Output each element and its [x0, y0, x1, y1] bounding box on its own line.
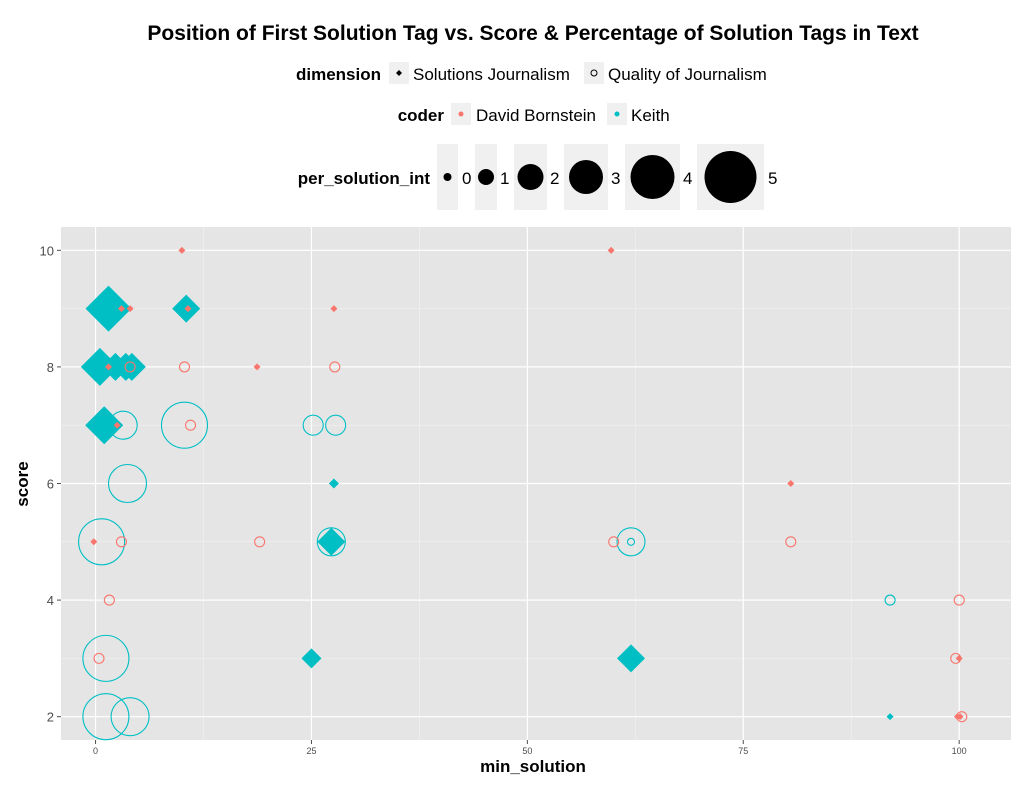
data-point-diamond: [184, 305, 192, 313]
data-point-circle: [884, 594, 896, 606]
data-point-circle: [107, 463, 148, 504]
legend-size-0-icon: [443, 173, 452, 181]
data-point-circle: [103, 594, 115, 606]
data-point-diamond: [956, 713, 964, 721]
legend-size-5-label: 5: [768, 169, 777, 188]
data-point-diamond: [607, 246, 615, 254]
y-tick-label: 10: [40, 243, 54, 258]
legend-item-david-bornstein: David Bornstein: [476, 106, 596, 125]
x-tick-label: 0: [93, 746, 98, 756]
grid: [61, 227, 1011, 740]
data-point-diamond: [317, 527, 346, 556]
data-point-diamond: [301, 648, 322, 669]
data-point-diamond: [85, 285, 132, 332]
data-point-diamond: [253, 363, 261, 371]
y-tick-label: 2: [47, 710, 54, 725]
legend-item-keith: Keith: [631, 106, 670, 125]
data-point-diamond: [126, 305, 134, 313]
x-tick-label: 50: [522, 746, 532, 756]
data-point-diamond: [330, 305, 338, 313]
y-axis-title: score: [13, 461, 32, 506]
data-point-diamond: [787, 480, 795, 487]
legend-item-solutions-journalism: Solutions Journalism: [413, 65, 570, 84]
x-axis-title: min_solution: [480, 757, 586, 776]
legend-size-5-icon: [704, 151, 757, 203]
legend-key-quality-of-journalism: [584, 62, 604, 84]
data-point-diamond: [80, 347, 119, 386]
data-point-circle: [160, 401, 209, 449]
data-point-circle: [82, 634, 130, 682]
data-point-circle: [608, 536, 620, 548]
data-points: [78, 246, 968, 741]
x-axis-ticks: 0 25 50 75 100: [93, 740, 967, 756]
legend-size-title: per_solution_int: [298, 169, 431, 188]
data-point-circle: [110, 697, 150, 737]
data-point-circle: [184, 419, 197, 431]
data-point-circle: [325, 414, 347, 436]
chart-title: Position of First Solution Tag vs. Score…: [147, 22, 918, 45]
legend-size-2-label: 2: [550, 169, 559, 188]
data-point-diamond: [328, 478, 339, 489]
legend-item-quality-of-journalism: Quality of Journalism: [608, 65, 767, 84]
legend-dot-david-bornstein-icon: [458, 111, 464, 117]
data-point-circle: [953, 594, 965, 606]
legend-size-3-icon: [569, 160, 603, 194]
data-point-diamond: [117, 305, 125, 313]
legend-dot-keith-icon: [614, 111, 620, 117]
legend-size-2-icon: [517, 164, 544, 190]
legend-dimension-title: dimension: [296, 65, 381, 84]
legend-size-1-label: 1: [500, 169, 509, 188]
data-point-diamond: [113, 421, 121, 429]
legend-size-1-icon: [478, 169, 494, 185]
data-point-circle: [178, 361, 191, 373]
data-point-diamond: [886, 713, 894, 721]
legend-size-4-label: 4: [683, 169, 692, 188]
x-tick-label: 75: [738, 746, 748, 756]
data-point-circle: [254, 536, 266, 548]
data-point-circle: [78, 518, 126, 566]
data-point-diamond: [117, 352, 146, 381]
legend-size-4-icon: [630, 155, 675, 199]
legend-coder: coder David Bornstein Keith: [398, 103, 670, 125]
x-tick-label: 100: [952, 746, 967, 756]
data-point-circle: [93, 652, 105, 664]
legend-diamond-icon: [396, 70, 402, 76]
data-point-diamond: [105, 363, 112, 371]
y-tick-label: 8: [47, 360, 54, 375]
data-point-diamond: [955, 654, 963, 662]
legend-size: per_solution_int 0 1 2 3 4 5: [298, 144, 777, 210]
data-point-circle: [785, 536, 797, 548]
data-point-circle: [124, 361, 136, 373]
y-tick-label: 6: [47, 477, 54, 492]
data-point-circle: [329, 361, 341, 373]
data-point-diamond: [90, 538, 98, 546]
legend-circle-icon: [590, 69, 598, 77]
y-axis-ticks: 2 4 6 8 10: [40, 243, 61, 725]
y-tick-label: 4: [47, 593, 54, 608]
data-point-circle: [616, 527, 646, 557]
data-point-circle: [108, 410, 138, 440]
data-point-diamond: [617, 644, 645, 673]
legend-dimension: dimension Solutions Journalism Quality o…: [296, 62, 767, 84]
data-point-diamond: [178, 246, 186, 254]
data-point-circle: [82, 693, 130, 741]
legend-size-3-label: 3: [611, 169, 620, 188]
data-point-circle: [302, 414, 324, 436]
data-point-diamond: [85, 406, 124, 445]
legend-coder-title: coder: [398, 106, 445, 125]
legend-size-0-label: 0: [462, 169, 471, 188]
data-point-circle: [115, 536, 128, 548]
data-point-circle: [626, 537, 636, 546]
x-tick-label: 25: [306, 746, 316, 756]
